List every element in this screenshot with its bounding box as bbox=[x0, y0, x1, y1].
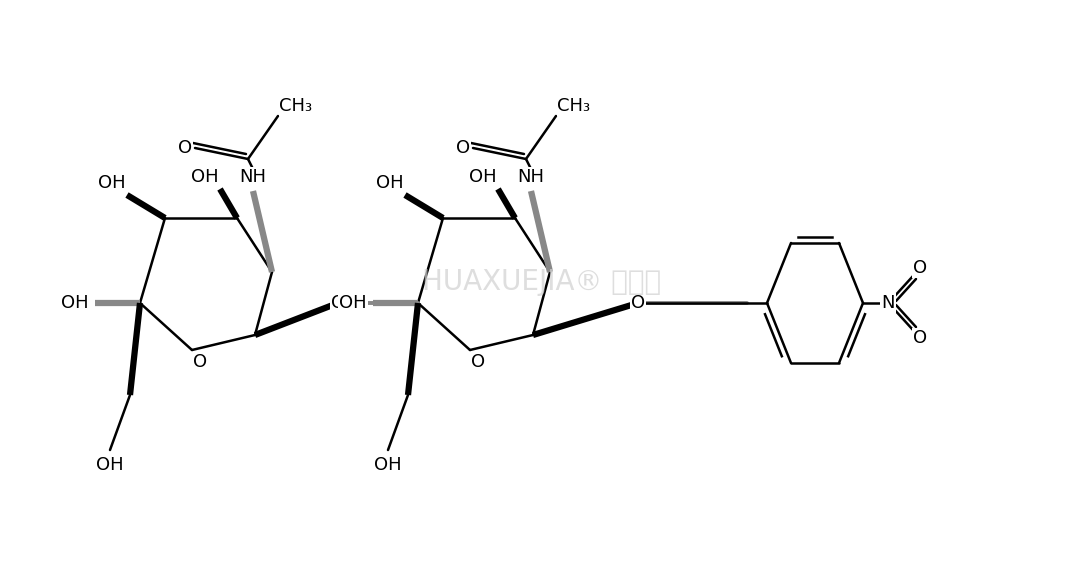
Text: CH₃: CH₃ bbox=[280, 97, 312, 115]
Text: O: O bbox=[178, 139, 192, 157]
Text: NH: NH bbox=[240, 168, 267, 186]
Text: OH: OH bbox=[469, 168, 496, 186]
Text: HUAXUEJIA® 化学加: HUAXUEJIA® 化学加 bbox=[423, 268, 661, 296]
Text: O: O bbox=[456, 139, 470, 157]
Text: OH: OH bbox=[96, 456, 124, 474]
Text: OH: OH bbox=[376, 174, 404, 192]
Text: OH: OH bbox=[374, 456, 402, 474]
Text: OH: OH bbox=[61, 294, 89, 312]
Text: O: O bbox=[913, 259, 927, 277]
Text: CH₃: CH₃ bbox=[557, 97, 591, 115]
Text: O: O bbox=[631, 294, 645, 312]
Text: N: N bbox=[881, 294, 894, 312]
Text: O: O bbox=[913, 329, 927, 347]
Text: OH: OH bbox=[99, 174, 126, 192]
Text: OH: OH bbox=[339, 294, 366, 312]
Text: O: O bbox=[470, 353, 485, 371]
Text: NH: NH bbox=[517, 168, 544, 186]
Text: O: O bbox=[331, 294, 345, 312]
Text: OH: OH bbox=[191, 168, 219, 186]
Text: O: O bbox=[193, 353, 207, 371]
